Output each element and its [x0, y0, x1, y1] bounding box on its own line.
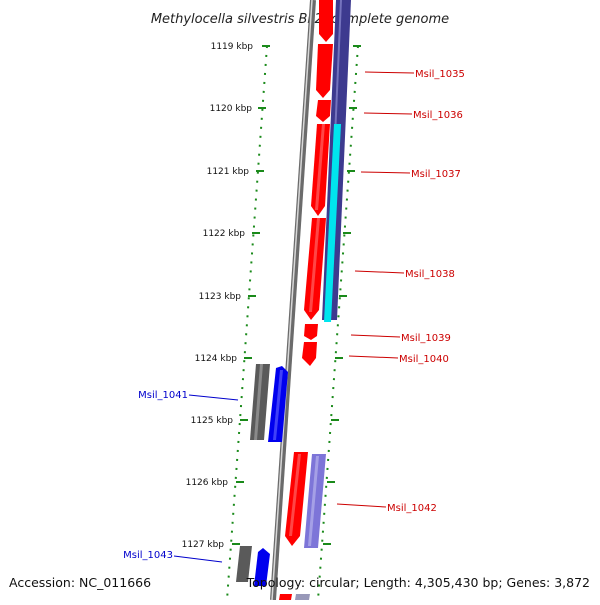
gene-leader-lines-reverse: [173, 394, 239, 563]
ruler-label: 1127 kbp: [182, 540, 225, 550]
gene-msil-1042-arrow[interactable]: [285, 452, 308, 546]
gene-pseudo-gray-2[interactable]: [236, 546, 252, 582]
ruler-label: 1125 kbp: [191, 416, 234, 426]
gene-msil-1035-arrow[interactable]: [319, 0, 333, 42]
gene-label-msil-1043[interactable]: Msil_1043: [123, 550, 173, 561]
gene-sheen: [254, 364, 263, 440]
gene-msil-1043-arrow[interactable]: [254, 548, 270, 586]
ruler-ticks-right: [323, 45, 361, 545]
gene-msil-1035b-arrow[interactable]: [316, 44, 333, 98]
gene-sheen: [289, 454, 301, 536]
accession-text: Accession: NC_011666: [9, 575, 151, 590]
genome-title: Methylocella silvestris BL2, complete ge…: [151, 12, 449, 27]
gene-sheen: [308, 456, 319, 546]
ruler-label: 1121 kbp: [207, 167, 250, 177]
ruler-rail-left: [226, 45, 268, 601]
gene-label-msil-1042[interactable]: Msil_1042: [387, 503, 437, 514]
gene-msil-1038-cyan[interactable]: [324, 124, 341, 322]
gene-partial-red[interactable]: [279, 594, 292, 600]
genome-backbone-highlight: [271, 0, 313, 601]
gene-label-msil-1041[interactable]: Msil_1041: [138, 390, 188, 401]
gene-sheen: [315, 124, 325, 210]
gene-msil-1039-arrow[interactable]: [304, 324, 318, 340]
gene-label-msil-1036[interactable]: Msil_1036: [413, 110, 463, 121]
ruler-label: 1124 kbp: [195, 354, 238, 364]
gene-label-msil-1037[interactable]: Msil_1037: [411, 169, 461, 180]
gene-partial-gray[interactable]: [295, 594, 310, 600]
gene-sheen: [273, 370, 283, 440]
ruler-label: 1123 kbp: [199, 292, 242, 302]
gene-label-msil-1038[interactable]: Msil_1038: [405, 269, 455, 280]
gene-label-msil-1040[interactable]: Msil_1040: [399, 354, 449, 365]
gene-leader-lines-forward: [336, 71, 415, 508]
genome-backbone: [270, 0, 316, 601]
ruler-ticks-left: [232, 45, 270, 545]
genome-summary-text: Topology: circular; Length: 4,305,430 bp…: [246, 575, 590, 590]
gene-msil-1040-arrow[interactable]: [302, 342, 317, 366]
gene-label-msil-1035[interactable]: Msil_1035: [415, 69, 465, 80]
ruler-label: 1119 kbp: [211, 42, 254, 52]
ruler-label: 1126 kbp: [186, 478, 229, 488]
gene-msil-1036-arrow[interactable]: [316, 100, 331, 122]
ruler-label: 1122 kbp: [203, 229, 246, 239]
gene-label-msil-1039[interactable]: Msil_1039: [401, 333, 451, 344]
ruler-label: 1120 kbp: [210, 104, 253, 114]
gene-sheen: [309, 218, 320, 312]
